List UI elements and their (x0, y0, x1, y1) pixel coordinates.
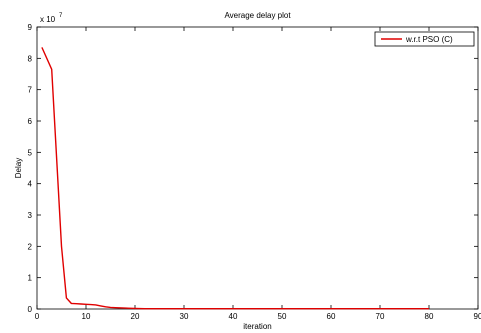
legend: w.r.t PSO (C) (374, 31, 475, 47)
y-tick-label: 2 (28, 242, 33, 251)
y-exponent-power: 7 (59, 13, 63, 19)
legend-entry-label: w.r.t PSO (C) (405, 35, 453, 44)
y-exponent-label: x 10 7 (40, 13, 63, 24)
y-tick-label: 3 (28, 211, 33, 220)
series-group (41, 47, 429, 310)
x-tick-label: 90 (474, 312, 481, 321)
plot-area-frame (36, 26, 479, 310)
x-tick-label: 70 (376, 312, 385, 321)
x-tick-label: 60 (327, 312, 336, 321)
x-tick-label: 10 (82, 312, 91, 321)
x-tick-label: 40 (229, 312, 238, 321)
axis-ticks: 0 10 20 30 40 50 60 70 80 90 0 1 2 3 4 5 6 7 8 9 (28, 23, 481, 321)
x-tick-label: 30 (180, 312, 189, 321)
x-tick-label: 80 (425, 312, 434, 321)
y-tick-label: 1 (28, 274, 33, 283)
y-tick-label: 6 (28, 117, 33, 126)
x-tick-label: 20 (131, 312, 140, 321)
chart-title: Average delay plot (224, 11, 291, 20)
y-tick-label: 4 (28, 180, 33, 189)
legend-box (374, 31, 475, 47)
y-tick-label: 8 (28, 54, 33, 63)
x-tick-label: 0 (35, 312, 40, 321)
x-tick-label: 50 (278, 312, 287, 321)
y-exponent-base: x 10 (40, 15, 56, 24)
y-axis-label: Delay (14, 158, 23, 178)
series-line (41, 47, 429, 310)
y-tick-label: 7 (28, 86, 33, 95)
y-tick-label: 5 (28, 148, 33, 157)
x-axis-label: iteration (243, 322, 271, 331)
y-tick-label: 9 (28, 23, 33, 32)
y-tick-label: 0 (28, 305, 33, 314)
